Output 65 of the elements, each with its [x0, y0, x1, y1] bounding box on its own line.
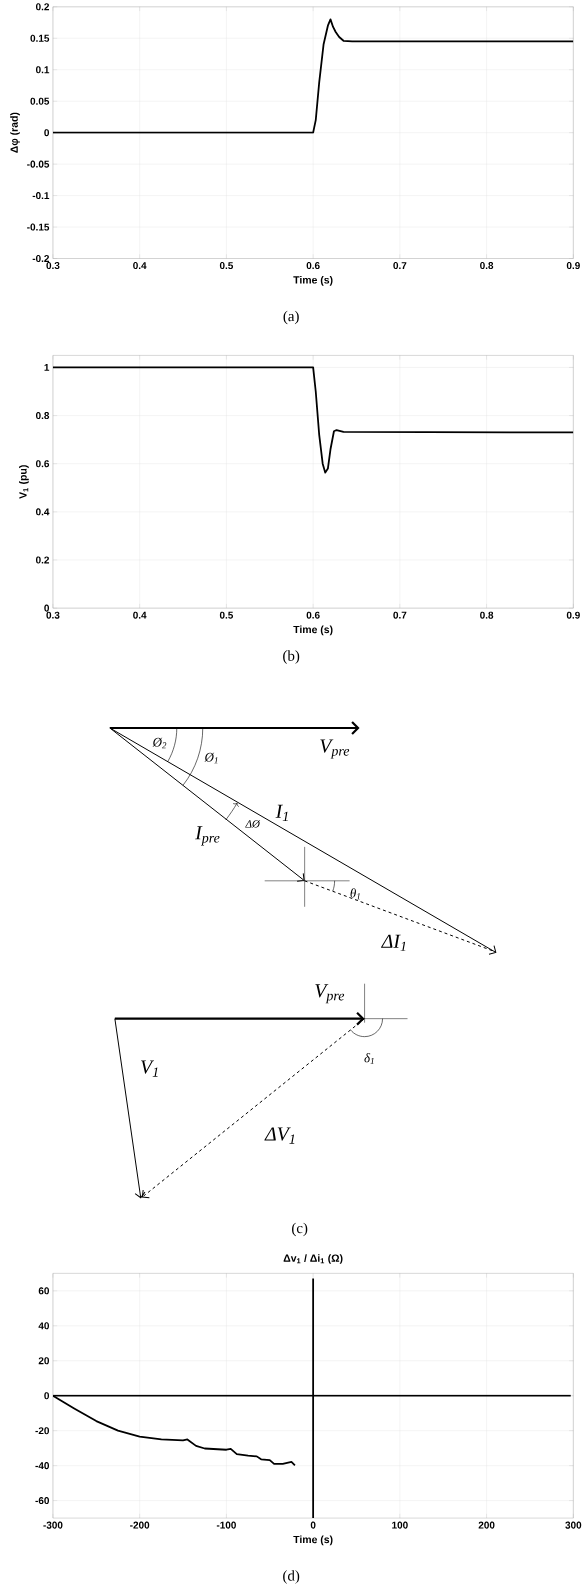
x-tick-label: 0.7	[393, 262, 407, 270]
text: I$_{1}$	[275, 804, 288, 821]
y-tick-label: -0.05	[27, 160, 50, 168]
text: (a)	[283, 310, 299, 325]
y-tick-label: 0.1	[36, 66, 50, 74]
y-tick-label: 60	[38, 1287, 50, 1295]
text: Ø$_{2}$	[152, 737, 167, 749]
x-axis-title: Time (s)	[293, 275, 333, 286]
x-axis-title: Time (s)	[293, 625, 333, 636]
y-tick-label: 1	[44, 364, 50, 371]
y-tick-label: -20	[35, 1427, 50, 1435]
x-tick-label: 200	[478, 1521, 495, 1529]
x-tick-label: 300	[565, 1521, 582, 1529]
text: ΔØ	[245, 820, 261, 828]
x-tick-label: 0.8	[480, 262, 494, 270]
y-tick-label: 0.15	[30, 34, 50, 42]
y-tick-label: 40	[38, 1322, 50, 1330]
x-tick-label: 0.5	[219, 611, 234, 619]
y-tick-label: 0	[44, 604, 50, 612]
y-tick-label: -60	[35, 1497, 50, 1505]
x-tick-label: 0.4	[133, 611, 147, 619]
text: (c)	[292, 1222, 308, 1237]
x-tick-label: 0.6	[306, 262, 320, 270]
x-tick-label: 0.5	[219, 262, 234, 270]
text: V$_{pre}$	[315, 984, 345, 1004]
y-tick-label: 0.4	[36, 508, 50, 516]
x-tick-label: 0.6	[306, 611, 320, 619]
y-axis-title: V$_{1}$ (pu)	[19, 465, 29, 499]
y-tick-label: 0.8	[36, 412, 50, 420]
text: θ$_{1}$	[350, 888, 360, 900]
text: V$_{1}$	[141, 1060, 158, 1077]
x-tick-label: -200	[130, 1521, 150, 1529]
y-tick-label: 0.2	[36, 556, 50, 564]
y-tick-label: 0.05	[30, 97, 50, 105]
y-tick-label: -0.1	[32, 192, 50, 200]
y-tick-label: 0	[44, 1392, 50, 1400]
y-tick-label: 0.6	[36, 460, 50, 468]
y-tick-label: -0.2	[32, 255, 50, 263]
text: ΔV$_{1}$	[264, 1127, 295, 1144]
x-tick-label: 100	[392, 1521, 408, 1529]
y-tick-label: -40	[35, 1462, 50, 1470]
text: (d)	[283, 1570, 300, 1584]
text: δ$_{1}$	[364, 1053, 374, 1065]
text: (b)	[283, 650, 300, 664]
x-tick-label: 0	[310, 1521, 316, 1529]
y-tick-label: -0.15	[27, 223, 50, 231]
y-axis-title: Δφ (rad)	[10, 112, 20, 153]
x-tick-label: 0.9	[566, 611, 580, 619]
x-tick-label: 0.8	[480, 611, 494, 619]
x-axis-title: Time (s)	[293, 1535, 333, 1546]
x-tick-label: -300	[43, 1521, 63, 1529]
x-tick-label: 0.3	[46, 262, 60, 270]
y-tick-label: 0	[44, 129, 50, 137]
text: V$_{pre}$	[320, 739, 350, 759]
x-tick-label: 0.3	[46, 611, 60, 619]
chart-title: Δv$_{1}$ / Δi$_{1}$ (Ω)	[283, 1254, 343, 1264]
x-tick-label: 0.9	[566, 262, 580, 270]
y-tick-label: 0.2	[36, 3, 50, 11]
x-tick-label: 0.4	[133, 262, 147, 270]
text: Ø$_{1}$	[204, 752, 218, 764]
y-tick-label: 20	[38, 1357, 50, 1365]
text: I$_{pre}$	[195, 826, 220, 846]
text: ΔI$_{1}$	[381, 934, 406, 951]
x-tick-label: 0.7	[393, 611, 407, 619]
x-tick-label: -100	[216, 1521, 236, 1529]
